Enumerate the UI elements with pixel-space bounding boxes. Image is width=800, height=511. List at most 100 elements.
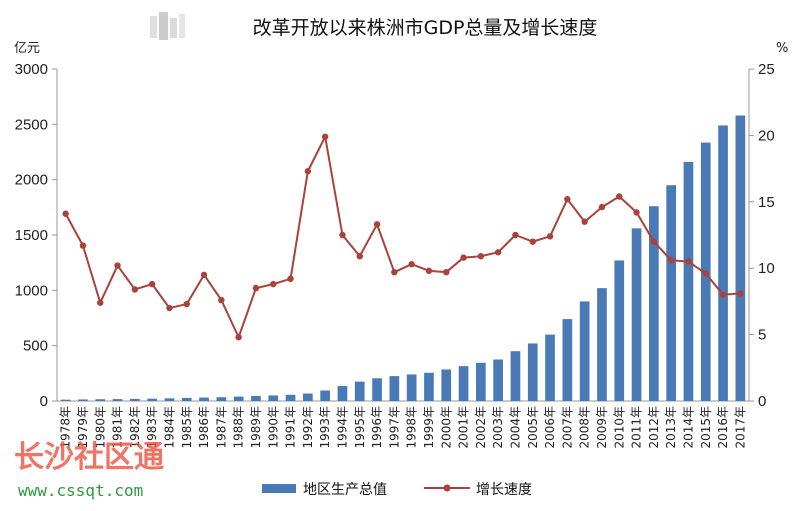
- gdp-bar: [303, 393, 313, 401]
- growth-point: [79, 242, 87, 249]
- y-right-tick-label: 5: [758, 327, 766, 344]
- x-tick-label: 1996年: [370, 406, 384, 449]
- gdp-bar: [424, 372, 434, 401]
- y-left-tick-label: 2500: [15, 116, 48, 133]
- x-tick-label: 2013年: [664, 406, 678, 449]
- gdp-bar: [389, 376, 400, 401]
- growth-line: [62, 133, 744, 341]
- gdp-bar: [493, 359, 503, 401]
- growth-point: [148, 280, 156, 288]
- gdp-bar: [130, 398, 140, 401]
- x-tick-label: 2002年: [474, 406, 488, 449]
- gdp-bar: [78, 399, 88, 401]
- gdp-bar: [527, 343, 538, 401]
- gdp-bar: [251, 396, 261, 401]
- x-tick-label: 1980年: [93, 406, 107, 449]
- growth-point: [719, 291, 727, 298]
- x-tick-label: 1981年: [111, 406, 125, 449]
- gdp-bar: [406, 374, 417, 401]
- watermark-text: 长沙社区通: [14, 440, 164, 475]
- x-tick-label: 1991年: [284, 406, 298, 449]
- gdp-bar: [579, 301, 590, 401]
- gdp-bar: [60, 399, 71, 401]
- growth-point: [166, 304, 173, 312]
- growth-point: [616, 193, 623, 200]
- gdp-bar: [320, 390, 330, 401]
- x-tick-label: 2011年: [630, 406, 644, 449]
- x-tick-label: 2008年: [578, 406, 592, 449]
- x-tick-label: 1987年: [214, 406, 228, 449]
- gdp-bar: [216, 397, 227, 401]
- growth-point: [546, 233, 554, 240]
- growth-point: [373, 221, 381, 228]
- growth-point: [131, 286, 139, 293]
- growth-point: [650, 238, 658, 245]
- x-tick-label: 2012年: [647, 406, 661, 449]
- y-right-tick-label: 15: [758, 194, 775, 211]
- growth-point: [512, 231, 519, 239]
- y-left-tick-label: 3000: [15, 61, 48, 78]
- growth-point: [425, 267, 433, 275]
- legend-swatch-gdp: [262, 484, 296, 493]
- growth-point: [235, 334, 242, 341]
- gdp-bar: [476, 362, 486, 401]
- legend-label-growth: 增长速度: [476, 482, 532, 498]
- growth-point: [218, 296, 225, 304]
- y-right-tick-label: 0: [758, 393, 766, 410]
- growth-point: [702, 270, 709, 277]
- growth-point: [564, 195, 571, 203]
- watermark: 长沙社区通 www.cssqt.com: [14, 440, 164, 500]
- gdp-bar: [441, 369, 452, 401]
- growth-polyline: [64, 135, 741, 339]
- gdp-bar: [372, 378, 382, 401]
- x-tick-label: 1992年: [301, 406, 315, 449]
- growth-point: [529, 238, 536, 245]
- x-tick-label: 2001年: [457, 406, 471, 449]
- x-tick-label: 1984年: [162, 406, 176, 449]
- gdp-bar: [112, 399, 123, 401]
- y-right-tick-label: 20: [758, 127, 775, 144]
- title-logo: [150, 12, 185, 40]
- growth-point: [391, 268, 398, 276]
- growth-point: [252, 284, 260, 292]
- x-tick-label: 1982年: [128, 406, 142, 449]
- legend-marker-growth: [443, 484, 451, 492]
- growth-point: [304, 168, 312, 175]
- watermark-url: www.cssqt.com: [18, 481, 143, 500]
- x-tick-label: 2005年: [526, 406, 540, 449]
- gdp-bars: [60, 115, 746, 402]
- x-tick-label: 2017年: [733, 406, 747, 449]
- x-tick-label: 2004年: [508, 406, 522, 449]
- growth-point: [287, 275, 294, 283]
- x-tick-label: 1997年: [387, 406, 401, 449]
- gdp-bar: [147, 398, 157, 401]
- x-tick-label: 2010年: [612, 406, 626, 449]
- x-tick-label: 2015年: [699, 406, 713, 449]
- growth-point: [270, 280, 277, 288]
- y-right-tick-label: 25: [758, 61, 775, 78]
- growth-point: [339, 231, 346, 239]
- growth-point: [62, 210, 69, 217]
- y-left-tick-label: 1000: [15, 282, 48, 299]
- gdp-bar: [631, 228, 642, 401]
- gdp-bar: [354, 381, 365, 401]
- gdp-bar: [718, 125, 728, 401]
- x-tick-label: 1983年: [145, 406, 159, 449]
- gdp-bar: [268, 395, 279, 401]
- growth-point: [477, 253, 485, 260]
- legend: 地区生产总值 增长速度: [262, 482, 532, 498]
- y-left-tick-label: 2000: [15, 172, 48, 189]
- x-tick-label: 1979年: [76, 406, 90, 449]
- gdp-bar: [164, 398, 175, 401]
- y-right-tick-label: 10: [758, 260, 775, 277]
- x-tick-label: 1978年: [59, 406, 73, 449]
- x-tick-label: 1994年: [335, 406, 349, 449]
- gdp-bar: [735, 115, 746, 401]
- gdp-bar: [510, 351, 521, 401]
- gdp-bar: [562, 319, 573, 401]
- gdp-bar: [649, 206, 659, 401]
- growth-point: [737, 290, 744, 297]
- growth-point: [97, 299, 104, 306]
